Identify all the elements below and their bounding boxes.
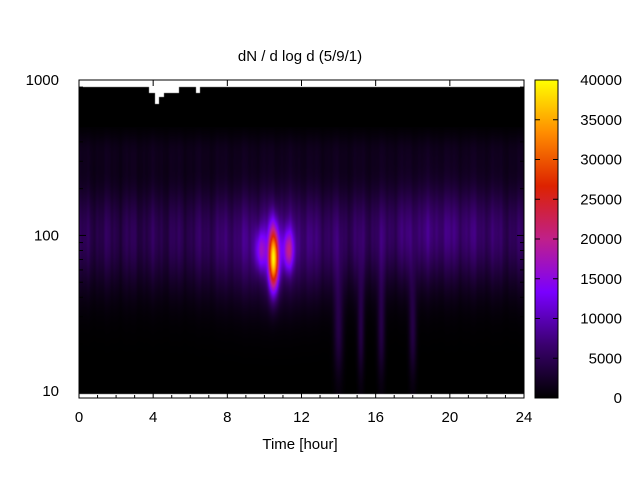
x-axis-label: Time [hour] <box>262 436 337 453</box>
x-tick-label: 12 <box>293 409 310 426</box>
heatmap-image <box>79 80 524 398</box>
y-tick-label: 1000 <box>26 72 59 89</box>
colorbar-axis: 0 5000 10000 15000 20000 25000 30000 35000 40000 <box>535 72 622 407</box>
colorbar-tick-label: 20000 <box>580 231 622 248</box>
colorbar-tick-label: 35000 <box>580 112 622 129</box>
colorbar-tick-label: 40000 <box>580 72 622 89</box>
colorbar-tick: 0 <box>535 390 622 407</box>
colorbar-tick: 35000 <box>535 112 622 129</box>
x-tick-label: 16 <box>367 409 384 426</box>
x-tick-label: 8 <box>223 409 231 426</box>
colorbar-tick-label: 10000 <box>580 311 622 328</box>
colorbar-tick: 30000 <box>535 152 622 169</box>
x-tick: 0 <box>75 80 83 426</box>
colorbar-tick-label: 5000 <box>589 350 622 367</box>
x-tick: 4 <box>149 80 157 426</box>
x-tick-label: 4 <box>149 409 157 426</box>
y-axis: 10 100 1000 <box>26 72 524 400</box>
y-tick-label: 10 <box>42 383 59 400</box>
y-tick: 10 <box>42 383 524 400</box>
colorbar-tick-label: 15000 <box>580 271 622 288</box>
colorbar-tick: 20000 <box>535 231 622 248</box>
heatmap-plot-area <box>78 79 525 399</box>
x-tick: 20 <box>441 80 458 426</box>
colorbar-tick-label: 30000 <box>580 152 622 169</box>
colorbar-tick: 10000 <box>535 311 622 328</box>
x-tick: 8 <box>223 80 232 426</box>
x-tick-label: 20 <box>441 409 458 426</box>
colorbar-tick: 5000 <box>535 350 622 367</box>
colorbar-tick: 15000 <box>535 271 622 288</box>
colorbar-tick: 25000 <box>535 191 622 208</box>
x-tick: 12 <box>293 80 310 426</box>
y-tick: 100 <box>34 227 524 244</box>
x-axis: 0 4 8 12 16 20 24 <box>75 80 533 426</box>
x-tick-label: 24 <box>516 409 533 426</box>
y-tick-label: 100 <box>34 227 59 244</box>
y-tick: 1000 <box>26 72 524 89</box>
x-tick-label: 0 <box>75 409 83 426</box>
colorbar-tick: 40000 <box>535 72 622 89</box>
colorbar-tick-label: 25000 <box>580 191 622 208</box>
x-tick: 24 <box>516 80 533 426</box>
colorbar-tick-label: 0 <box>614 390 622 407</box>
x-tick: 16 <box>367 80 384 426</box>
chart-title: dN / d log d (5/9/1) <box>238 48 362 65</box>
